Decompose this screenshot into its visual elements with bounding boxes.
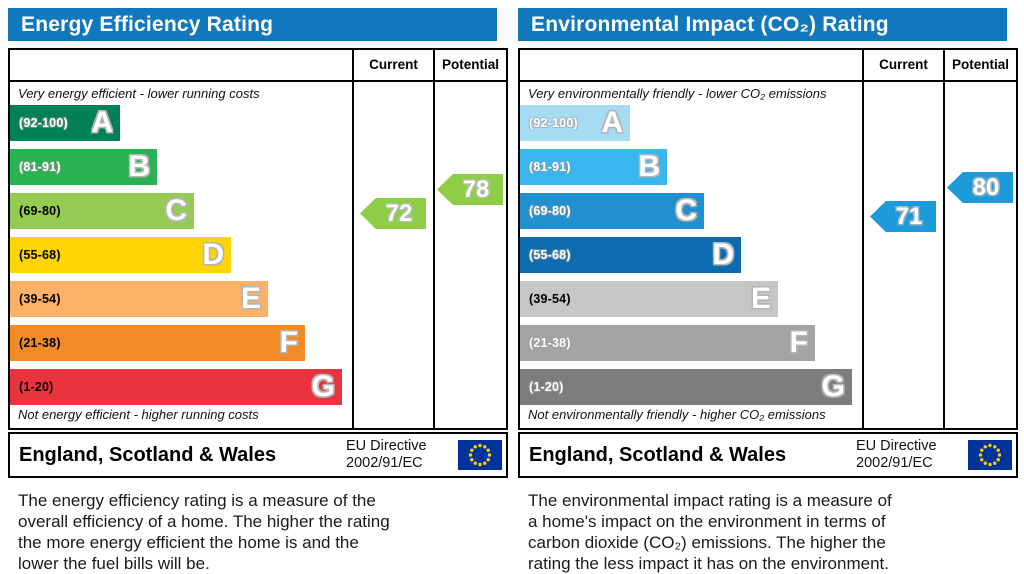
potential-rating-arrow: 78 <box>437 174 503 205</box>
band-range-label: (92-100) <box>529 116 578 130</box>
column-divider <box>943 50 945 428</box>
band-row: (92-100) A <box>520 105 630 141</box>
current-rating-value: 72 <box>385 199 413 227</box>
top-caption: Very environmentally friendly - lower CO… <box>528 86 827 101</box>
rating-description: The environmental impact rating is a mea… <box>528 491 892 573</box>
band-letter: A <box>91 106 113 139</box>
bottom-caption: Not energy efficient - higher running co… <box>18 407 259 422</box>
band-row: (21-38) F <box>520 325 815 361</box>
potential-rating-arrow: 80 <box>947 172 1013 203</box>
energy-efficiency-panel: Energy Efficiency Rating Current Potenti… <box>8 8 508 573</box>
rating-description: The energy efficiency rating is a measur… <box>18 491 390 573</box>
band-letter: C <box>675 194 697 227</box>
eu-flag-icon <box>968 440 1012 470</box>
current-column-header: Current <box>369 57 418 72</box>
band-range-label: (55-68) <box>19 248 61 262</box>
eu-directive-label: EU Directive 2002/91/EC <box>346 438 427 471</box>
panel-title: Environmental Impact (CO₂) Rating <box>518 8 1007 41</box>
band-range-label: (39-54) <box>529 292 571 306</box>
current-rating-arrow: 72 <box>360 198 426 229</box>
band-letter: F <box>279 326 298 359</box>
region-footer: England, Scotland & Wales EU Directive 2… <box>518 432 1018 478</box>
band-row: (1-20) G <box>10 369 342 405</box>
band-range-label: (81-91) <box>529 160 571 174</box>
potential-column-header: Potential <box>951 57 1009 72</box>
rating-chart: Current Potential Very environmentally f… <box>518 48 1018 430</box>
header-divider <box>520 80 1016 82</box>
band-range-label: (92-100) <box>19 116 68 130</box>
band-row: (21-38) F <box>10 325 305 361</box>
band-letter: D <box>712 238 734 271</box>
band-row: (92-100) A <box>10 105 120 141</box>
band-range-label: (55-68) <box>529 248 571 262</box>
potential-column-header: Potential <box>441 57 499 72</box>
column-divider <box>352 50 354 428</box>
band-row: (39-54) E <box>10 281 268 317</box>
band-row: (55-68) D <box>520 237 741 273</box>
band-range-label: (69-80) <box>19 204 61 218</box>
band-letter: G <box>821 370 845 403</box>
band-letter: B <box>638 150 660 183</box>
band-row: (69-80) C <box>10 193 194 229</box>
eu-flag-icon <box>458 440 502 470</box>
current-rating-arrow: 71 <box>870 201 936 232</box>
header-divider <box>10 80 506 82</box>
rating-bands: (92-100) A (81-91) B (69-80) C (55-68) D… <box>10 50 352 428</box>
environmental-impact-panel: Environmental Impact (CO₂) Rating Curren… <box>518 8 1018 573</box>
band-range-label: (21-38) <box>529 336 571 350</box>
potential-rating-value: 78 <box>462 175 490 203</box>
band-letter: C <box>165 194 187 227</box>
band-letter: A <box>601 106 623 139</box>
region-footer: England, Scotland & Wales EU Directive 2… <box>8 432 508 478</box>
band-row: (81-91) B <box>10 149 157 185</box>
band-range-label: (69-80) <box>529 204 571 218</box>
bottom-caption: Not environmentally friendly - higher CO… <box>528 407 826 422</box>
band-range-label: (81-91) <box>19 160 61 174</box>
band-letter: D <box>202 238 224 271</box>
band-row: (55-68) D <box>10 237 231 273</box>
band-range-label: (21-38) <box>19 336 61 350</box>
current-column-header: Current <box>879 57 928 72</box>
potential-rating-value: 80 <box>972 173 1000 201</box>
panel-title: Energy Efficiency Rating <box>8 8 497 41</box>
band-letter: G <box>311 370 335 403</box>
band-letter: E <box>750 282 771 315</box>
band-letter: B <box>128 150 150 183</box>
band-row: (39-54) E <box>520 281 778 317</box>
band-row: (69-80) C <box>520 193 704 229</box>
band-row: (1-20) G <box>520 369 852 405</box>
eu-directive-label: EU Directive 2002/91/EC <box>856 438 937 471</box>
band-row: (81-91) B <box>520 149 667 185</box>
rating-chart: Current Potential Very energy efficient … <box>8 48 508 430</box>
current-rating-value: 71 <box>895 202 923 230</box>
top-caption: Very energy efficient - lower running co… <box>18 86 260 101</box>
column-divider <box>433 50 435 428</box>
band-range-label: (1-20) <box>19 380 54 394</box>
column-divider <box>862 50 864 428</box>
region-label: England, Scotland & Wales <box>19 444 277 466</box>
band-letter: E <box>240 282 261 315</box>
band-range-label: (1-20) <box>529 380 564 394</box>
band-range-label: (39-54) <box>19 292 61 306</box>
rating-bands: (92-100) A (81-91) B (69-80) C (55-68) D… <box>520 50 862 428</box>
region-label: England, Scotland & Wales <box>529 444 787 466</box>
band-letter: F <box>789 326 808 359</box>
